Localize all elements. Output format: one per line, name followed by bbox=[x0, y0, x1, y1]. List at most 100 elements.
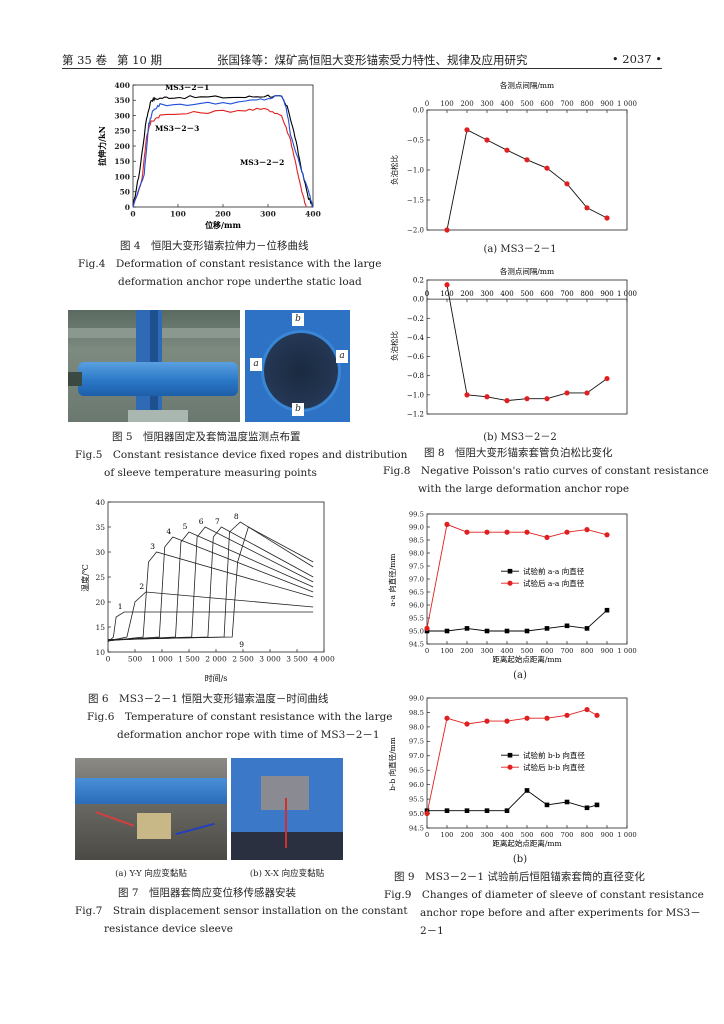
fig9a-ylabel: a-a 向直径/mm bbox=[387, 553, 397, 606]
volume: 第 35 卷 bbox=[62, 53, 107, 67]
issue: 第 10 期 bbox=[117, 53, 162, 67]
fig5-label-b-bottom: b bbox=[292, 403, 304, 416]
fig9b-series-1 bbox=[427, 789, 598, 812]
y-tick-label: 96.5 bbox=[409, 767, 424, 775]
x-tick-label: 700 bbox=[561, 831, 574, 839]
y-tick-label: 40 bbox=[95, 498, 105, 507]
fig8a-point bbox=[564, 181, 570, 187]
fig6-series-label: 5 bbox=[183, 522, 188, 531]
y-tick-label: 98.5 bbox=[409, 709, 424, 717]
fig9a-point bbox=[484, 529, 490, 535]
fig8a-point bbox=[504, 147, 510, 153]
fig9b-point bbox=[484, 718, 490, 724]
y-tick-label: 99.5 bbox=[409, 510, 424, 518]
fig6-series-2 bbox=[107, 591, 314, 642]
fig8a-point bbox=[464, 127, 470, 133]
fig9a-point bbox=[504, 628, 510, 634]
y-tick-label: 0.0 bbox=[413, 296, 424, 304]
fig5-caption-cn: 图 5 恒阻器固定及套筒温度监测点布置 bbox=[112, 431, 301, 443]
fig9b-point bbox=[594, 802, 600, 808]
x-tick-label: 800 bbox=[580, 290, 593, 298]
x-tick-label: 600 bbox=[541, 647, 554, 655]
x-tick-label: 900 bbox=[600, 100, 613, 108]
y-tick-label: 98.0 bbox=[409, 723, 424, 731]
fig7-sub-a: (a) Y-Y 向应变黏贴 bbox=[115, 869, 187, 879]
x-tick-label: 1 000 bbox=[617, 647, 636, 655]
y-tick-label: 35 bbox=[95, 523, 105, 532]
fig8a-point bbox=[584, 205, 590, 211]
fig8b-line bbox=[446, 284, 608, 402]
fig9a-point bbox=[604, 607, 610, 613]
fig9a-legend-marker bbox=[507, 580, 513, 586]
x-tick-label: 100 bbox=[441, 647, 454, 655]
x-tick-label: 900 bbox=[601, 647, 614, 655]
y-tick-label: 94.5 bbox=[409, 824, 424, 832]
fig9a-point bbox=[544, 534, 550, 540]
y-tick-label: 200 bbox=[114, 142, 130, 151]
fig6-series-label: 3 bbox=[150, 542, 155, 551]
fig8a-point bbox=[604, 215, 610, 221]
x-tick-label: 400 bbox=[500, 100, 513, 108]
y-tick-label: −2.0 bbox=[407, 227, 424, 235]
fig9a-point bbox=[544, 626, 550, 631]
x-tick-label: 800 bbox=[580, 100, 593, 108]
fig6-series-9 bbox=[107, 526, 314, 640]
x-tick-label: 100 bbox=[440, 290, 453, 298]
fig8a-ylabel: 负泊松比 bbox=[389, 155, 399, 185]
fig8a-point bbox=[484, 137, 490, 143]
y-tick-label: 400 bbox=[114, 81, 130, 90]
x-tick-label: 200 bbox=[460, 100, 473, 108]
fig6-xlabel: 时间/s bbox=[205, 673, 228, 683]
fig6-caption-en-1: Fig.6 Temperature of constant resistance… bbox=[87, 711, 393, 723]
header-title: 张国锋等：煤矿高恒阻大变形锚索受力特性、规律及应用研究 bbox=[217, 53, 528, 67]
fig8b-point bbox=[524, 396, 530, 402]
y-tick-label: −1.0 bbox=[407, 391, 424, 399]
y-tick-label: −1.0 bbox=[407, 167, 424, 175]
fig8-caption-en-2: with the large deformation anchor rope bbox=[418, 483, 630, 495]
x-tick-label: 0 bbox=[425, 831, 429, 839]
fig9a-point bbox=[464, 529, 470, 535]
fig9b-legend-label: 试验前 b-b 向直径 bbox=[523, 750, 585, 760]
fig7-caption-cn: 图 7 恒阻器套筒应变位移传感器安装 bbox=[118, 887, 297, 899]
fig9a-point bbox=[604, 532, 610, 538]
x-tick-label: 500 bbox=[520, 290, 533, 298]
x-tick-label: 800 bbox=[581, 831, 594, 839]
fig4-series-2 bbox=[132, 107, 307, 208]
x-tick-label: 0 bbox=[130, 210, 135, 219]
fig9b-point bbox=[564, 799, 570, 805]
y-tick-label: 250 bbox=[114, 127, 130, 136]
x-tick-label: 400 bbox=[500, 290, 513, 298]
fig9a-series-1 bbox=[427, 609, 608, 632]
y-tick-label: 97.0 bbox=[409, 575, 424, 583]
fig9b-point bbox=[424, 810, 430, 817]
x-tick-label: 500 bbox=[520, 100, 533, 108]
x-tick-label: 1 000 bbox=[617, 831, 636, 839]
fig6-series-label: 2 bbox=[139, 582, 144, 591]
y-tick-label: 30 bbox=[95, 548, 105, 557]
x-tick-label: 3 500 bbox=[286, 655, 308, 664]
fig9b-point bbox=[544, 802, 550, 808]
x-tick-label: 200 bbox=[215, 210, 231, 219]
fig5-label-a-right: a bbox=[336, 350, 348, 363]
y-tick-label: −1.2 bbox=[407, 411, 424, 419]
y-tick-label: 0 bbox=[125, 203, 130, 212]
fig9a-point bbox=[444, 521, 450, 527]
fig7-caption-en-2: resistance device sleeve bbox=[104, 923, 234, 935]
fig9a-point bbox=[504, 529, 510, 535]
fig6-series-label: 6 bbox=[199, 517, 204, 526]
fig6-series-3 bbox=[107, 551, 314, 642]
fig9a-point bbox=[424, 625, 430, 631]
x-tick-label: 1 500 bbox=[178, 655, 200, 664]
x-tick-label: 700 bbox=[560, 100, 573, 108]
fig9b-xlabel: 距离起始点距离/mm bbox=[492, 838, 561, 848]
fig9a-point bbox=[584, 527, 590, 533]
x-tick-label: 600 bbox=[540, 290, 553, 298]
fig9a-point bbox=[464, 626, 470, 631]
x-tick-label: 300 bbox=[260, 210, 276, 219]
x-tick-label: 100 bbox=[441, 831, 454, 839]
plot-frame bbox=[426, 109, 628, 231]
x-tick-label: 700 bbox=[560, 290, 573, 298]
fig5-label-b-top: b bbox=[292, 313, 304, 326]
x-tick-label: 200 bbox=[460, 290, 473, 298]
fig9a-legend-marker bbox=[507, 568, 513, 574]
